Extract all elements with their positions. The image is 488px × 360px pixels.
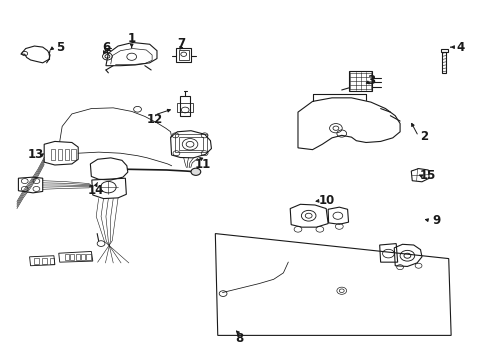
- Text: 1: 1: [127, 32, 136, 45]
- Bar: [177, 103, 193, 112]
- Bar: [176, 48, 191, 62]
- Bar: [348, 71, 372, 91]
- Bar: [440, 49, 447, 52]
- Bar: [175, 134, 206, 152]
- Text: 9: 9: [431, 214, 440, 227]
- Bar: [180, 96, 190, 116]
- Bar: [51, 149, 55, 160]
- Bar: [42, 258, 46, 264]
- Bar: [50, 258, 54, 264]
- Bar: [70, 254, 74, 260]
- Text: 14: 14: [88, 184, 104, 197]
- Text: 5: 5: [56, 41, 64, 54]
- Circle shape: [191, 168, 201, 175]
- Text: 8: 8: [235, 333, 243, 346]
- Text: 15: 15: [419, 169, 436, 182]
- Bar: [179, 137, 203, 150]
- Text: 4: 4: [456, 41, 464, 54]
- Bar: [86, 254, 91, 260]
- Text: 6: 6: [102, 41, 110, 54]
- Bar: [71, 149, 76, 160]
- Text: 13: 13: [27, 148, 43, 161]
- Text: 12: 12: [146, 113, 163, 126]
- Bar: [442, 52, 446, 73]
- Text: 10: 10: [318, 194, 335, 207]
- Text: 11: 11: [195, 158, 211, 171]
- Text: 7: 7: [177, 37, 185, 50]
- Text: 3: 3: [366, 74, 374, 87]
- Bar: [64, 149, 69, 160]
- Bar: [64, 254, 69, 260]
- Bar: [179, 50, 188, 60]
- Bar: [75, 254, 80, 260]
- Bar: [58, 149, 62, 160]
- Text: 2: 2: [420, 130, 427, 143]
- Bar: [34, 258, 39, 264]
- Bar: [81, 254, 85, 260]
